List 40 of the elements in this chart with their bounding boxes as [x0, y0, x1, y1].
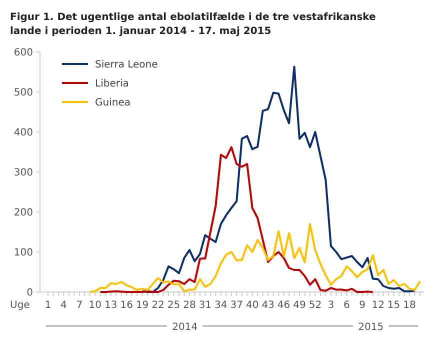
line-series [99, 146, 374, 293]
chart-title: Figur 1. Det ugentlige antal ebolatilfælde i de tre vestafrikanske lande i perioden 1. januar 2014 - 17. maj 2015 [10, 12, 376, 37]
x-tick-label: 18 [403, 300, 416, 311]
y-tick-label: 600 [14, 48, 33, 58]
y-tick-label: 300 [14, 168, 33, 178]
legend-label: Guinea [95, 98, 130, 108]
text: 2015 [358, 322, 384, 333]
line-series [88, 223, 421, 293]
x-tick-label: 6 [343, 300, 350, 311]
x-tick-label: 37 [230, 300, 243, 311]
y-tick-label: 400 [14, 128, 33, 138]
x-tick-label: 22 [152, 300, 164, 311]
x-tick-label: 9 [359, 300, 366, 311]
y-tick-label: 500 [14, 88, 33, 98]
x-tick-label: 28 [183, 300, 196, 311]
text: 2014 [172, 322, 198, 333]
x-tick-label: 7 [76, 300, 83, 311]
x-tick-label: 16 [120, 300, 133, 311]
x-tick-label: 34 [214, 300, 228, 311]
x-tick-label: 52 [308, 300, 322, 311]
x-tick-label: 4 [60, 300, 67, 311]
x-tick-label: 43 [262, 300, 274, 311]
x-tick-label: 19 [136, 300, 149, 311]
x-axis-title: Uge [10, 300, 30, 311]
y-tick-label: 100 [14, 248, 33, 258]
x-tick-label: 46 [277, 300, 290, 311]
x-tick-label: 12 [372, 300, 384, 311]
y-tick-label: 0 [26, 288, 33, 298]
x-tick-label: 49 [293, 300, 306, 311]
x-tick-label: 1 [44, 300, 52, 311]
x-tick-label: 31 [198, 300, 212, 311]
x-tick-label: 3 [328, 300, 334, 311]
legend-label: Sierra Leone [95, 60, 158, 70]
x-tick-label: 25 [167, 300, 180, 311]
x-tick-label: 13 [104, 300, 118, 311]
legend-label: Liberia [95, 78, 129, 90]
x-tick-label: 15 [387, 300, 400, 311]
x-tick-label: 10 [88, 300, 102, 311]
x-tick-label: 40 [246, 300, 259, 311]
y-tick-label: 200 [14, 208, 33, 218]
